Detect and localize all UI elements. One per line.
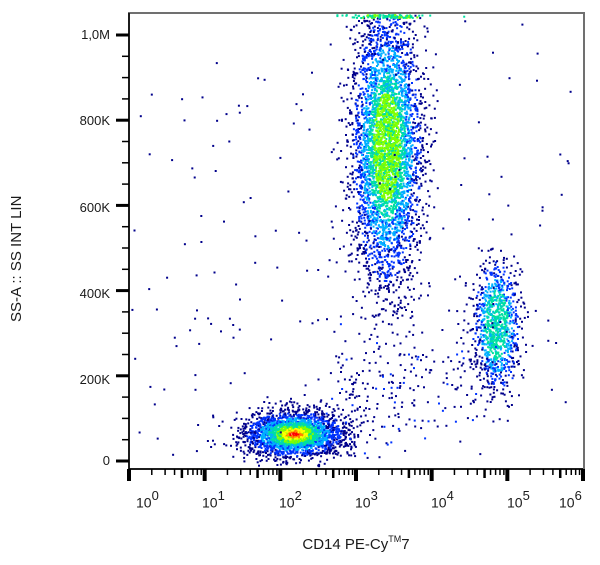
y-tick-label-0: 0 bbox=[102, 453, 110, 468]
x-tick-label-1e6: 106 bbox=[559, 488, 582, 511]
x-tick-label-1e0: 100 bbox=[136, 488, 159, 511]
x-tick-label-1e1: 101 bbox=[202, 488, 225, 511]
x-tick-label-1e3: 103 bbox=[355, 488, 378, 511]
y-tick-label-1m: 1,0M bbox=[81, 27, 110, 42]
x-axis bbox=[127, 468, 585, 481]
y-tick-label-200k: 200K bbox=[79, 372, 110, 387]
x-tick-label-1e5: 105 bbox=[507, 488, 530, 511]
data-points bbox=[131, 14, 572, 468]
y-tick-label-800k: 800K bbox=[79, 113, 110, 128]
x-axis-title: CD14 PE-CyTM7 bbox=[302, 534, 410, 553]
x-tick-label-1e2: 102 bbox=[279, 488, 302, 511]
x-tick-label-1e4: 104 bbox=[431, 488, 454, 511]
y-axis bbox=[116, 13, 130, 469]
y-tick-label-400k: 400K bbox=[79, 286, 110, 301]
y-tick-label-600k: 600K bbox=[79, 200, 110, 215]
plot-frame bbox=[128, 12, 585, 470]
y-axis-title: SS-A :: SS INT LIN bbox=[8, 195, 25, 322]
